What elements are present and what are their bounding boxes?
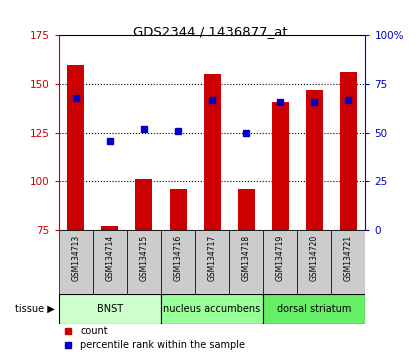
Text: GSM134715: GSM134715: [139, 235, 148, 281]
Text: GSM134721: GSM134721: [344, 235, 353, 281]
Bar: [101, 226, 118, 230]
Bar: [161, 230, 195, 294]
Bar: [135, 179, 152, 230]
Bar: [263, 230, 297, 294]
Bar: [229, 230, 263, 294]
Bar: [59, 230, 93, 294]
Text: GSM134718: GSM134718: [241, 235, 251, 281]
Text: GSM134716: GSM134716: [173, 235, 183, 281]
Bar: [204, 74, 220, 230]
Bar: [297, 230, 331, 294]
Text: percentile rank within the sample: percentile rank within the sample: [80, 340, 245, 350]
Text: GSM134714: GSM134714: [105, 235, 114, 281]
Text: GSM134720: GSM134720: [310, 235, 319, 281]
Bar: [272, 102, 289, 230]
Bar: [263, 294, 365, 324]
Bar: [331, 230, 365, 294]
Text: tissue ▶: tissue ▶: [15, 304, 55, 314]
Text: count: count: [80, 326, 108, 336]
Bar: [195, 230, 229, 294]
Text: GSM134713: GSM134713: [71, 235, 80, 281]
Text: nucleus accumbens: nucleus accumbens: [163, 304, 261, 314]
Bar: [59, 294, 161, 324]
Bar: [340, 72, 357, 230]
Bar: [67, 65, 84, 230]
Bar: [93, 230, 127, 294]
Bar: [170, 189, 186, 230]
Text: dorsal striatum: dorsal striatum: [277, 304, 352, 314]
Text: GSM134717: GSM134717: [207, 235, 217, 281]
Bar: [127, 230, 161, 294]
Text: GDS2344 / 1436877_at: GDS2344 / 1436877_at: [133, 25, 287, 38]
Bar: [238, 189, 255, 230]
Text: GSM134719: GSM134719: [276, 235, 285, 281]
Bar: [161, 294, 263, 324]
Text: BNST: BNST: [97, 304, 123, 314]
Bar: [306, 90, 323, 230]
